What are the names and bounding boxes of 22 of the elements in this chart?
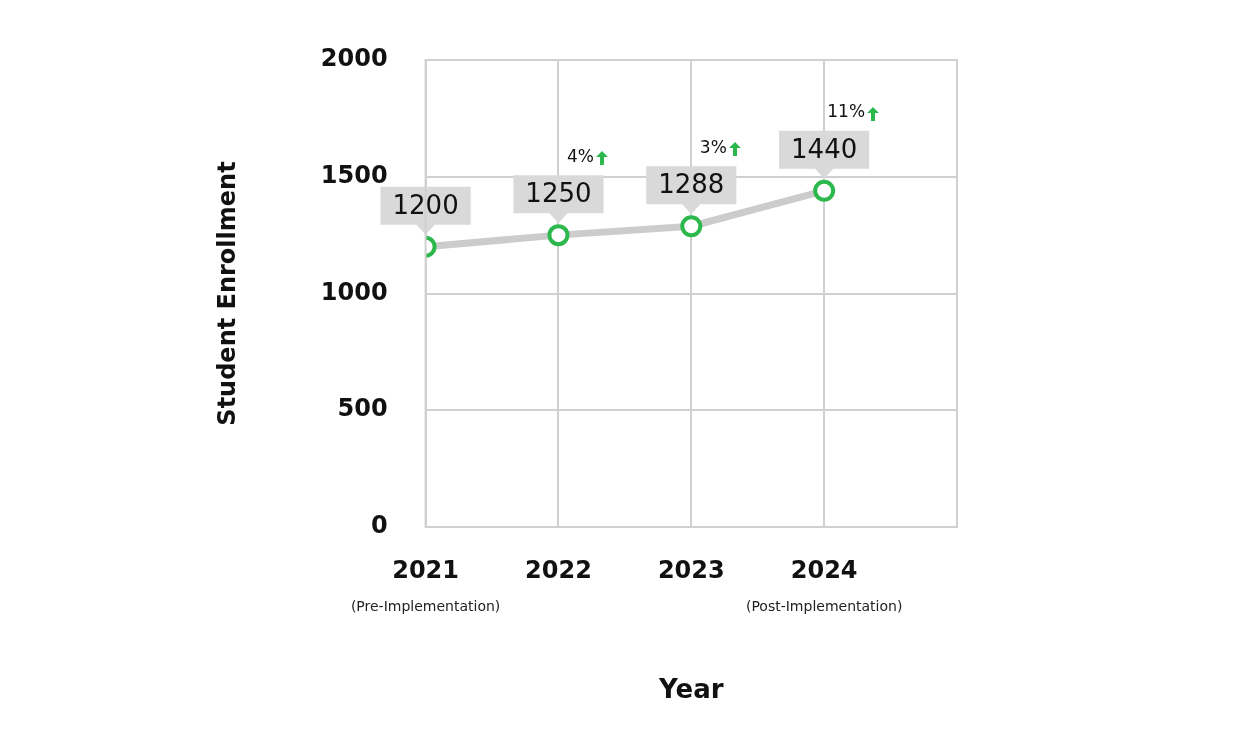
annotation: 4%: [566, 145, 594, 166]
text: (Pre-Implementation): [350, 597, 501, 614]
text: (Post-Implementation): [745, 597, 903, 614]
x-tick-label: 2023: [657, 555, 725, 584]
data-label: 1250: [525, 177, 592, 208]
x-tick-label: 2022: [525, 555, 592, 584]
data-label: 1440: [791, 133, 858, 164]
point: [813, 179, 836, 202]
x-tick-label: 2024: [790, 555, 858, 584]
data-label: 1200: [392, 189, 459, 220]
annotation: 3%: [699, 136, 727, 157]
y-tick-label: 500: [337, 394, 388, 423]
x-axis-title: Year: [658, 674, 724, 705]
y-tick-label: 0: [370, 511, 388, 540]
y-axis-title: Student Enrollment: [212, 161, 241, 426]
y-tick-label: 2000: [320, 44, 388, 73]
x-tick-label: 2021: [392, 555, 459, 584]
point: [680, 215, 703, 238]
y-tick-label: 1000: [320, 277, 388, 306]
y-tick-label: 1500: [320, 160, 388, 189]
data-label: 1288: [658, 169, 725, 199]
annotation: 11%: [827, 101, 866, 122]
